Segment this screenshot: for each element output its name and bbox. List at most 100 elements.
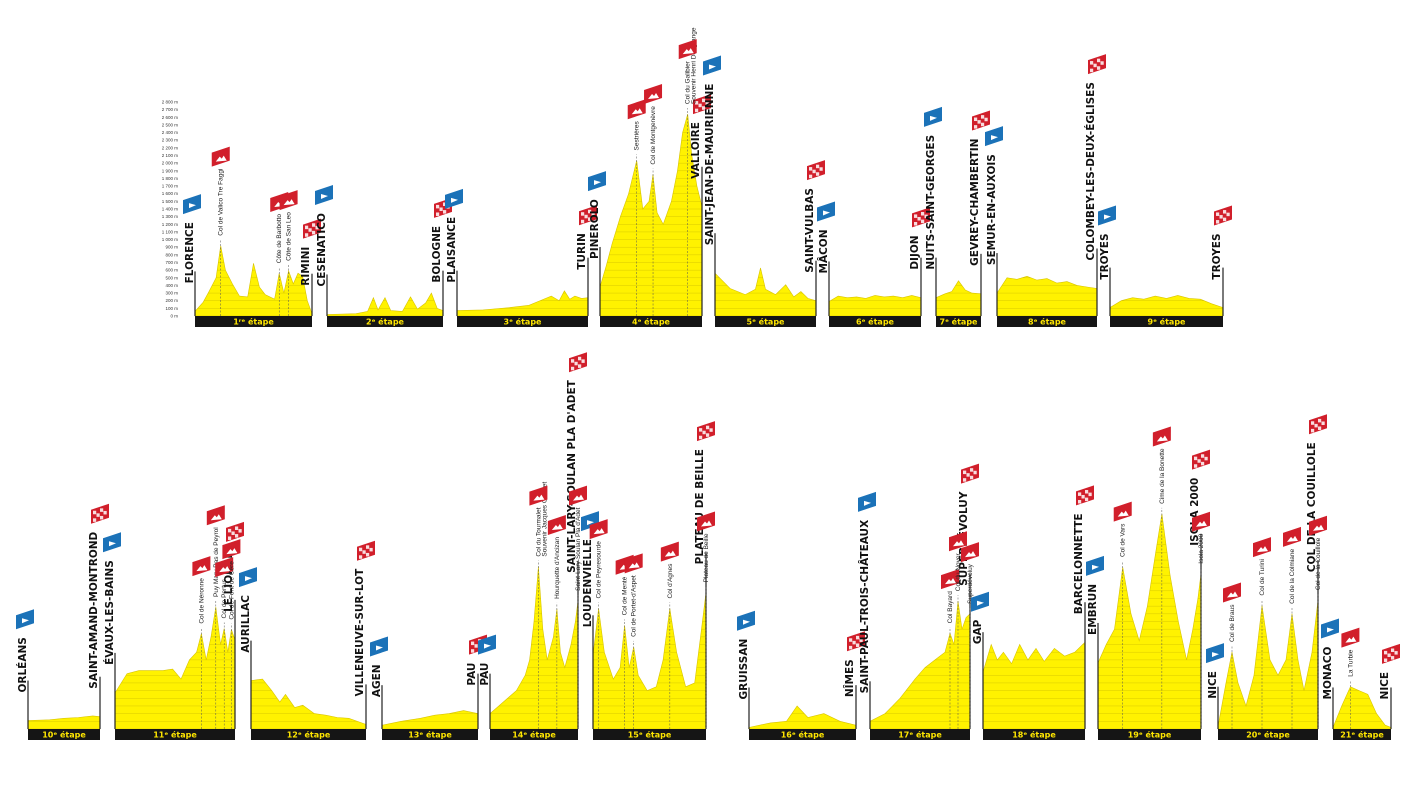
start-flag-icon <box>703 55 721 76</box>
stage-band <box>870 729 970 740</box>
stage-band <box>829 316 921 327</box>
climb-flag-icon <box>1192 511 1210 532</box>
stage-profile: 4ᵉ étape PINEROLO VALLOIRE Sestrières Col de… <box>588 27 711 327</box>
climb-flag-icon <box>660 541 679 562</box>
stage-label: 15ᵉ étape <box>628 730 672 740</box>
climb-flag-icon <box>678 39 697 60</box>
finish-city: SAINT-VULBAS <box>804 188 816 273</box>
start-city: TROYES <box>1099 233 1111 279</box>
climb-name: Hourquette d'Ancizan <box>554 537 561 599</box>
stage-profile: 14ᵉ étape PAU SAINT-LARY-SOULAN PLA D'ADET… <box>478 352 587 740</box>
stage-profile: 10ᵉ étape ORLÉANS SAINT-AMAND-MONTROND <box>16 503 109 740</box>
climb-name: Col de Pertus <box>221 578 228 618</box>
climb-name: Col d'Agnes <box>667 563 674 599</box>
finish-city: COL DE LA COUILLOLE <box>1306 442 1318 572</box>
profile-area <box>1217 600 1319 730</box>
climb-flag-icon <box>569 485 587 506</box>
finish-flag-icon <box>961 463 979 484</box>
start-flag-icon <box>1098 205 1116 226</box>
profile-area <box>869 601 971 730</box>
finish-flag-icon <box>226 521 244 542</box>
climb-flag-icon <box>1152 426 1171 447</box>
stage-profile: 8ᵉ étape SEMUR-EN-AUXOIS COLOMBEY-LES-DEUX… <box>985 54 1106 327</box>
altitude-tick-label: 2 300 m <box>162 138 179 143</box>
profile-area <box>194 245 313 317</box>
finish-city: BARCELONNETTE <box>1073 513 1085 614</box>
finish-flag-icon <box>972 110 990 131</box>
altitude-tick-label: 2 700 m <box>162 107 179 112</box>
profile-area <box>982 641 1086 730</box>
altitude-tick-label: 500 m <box>165 275 178 280</box>
start-flag-icon <box>370 636 388 657</box>
start-flag-icon <box>183 194 201 215</box>
altitude-tick-label: 1 600 m <box>162 191 179 196</box>
climb-name: Côte de San Leo <box>286 212 293 261</box>
stage-profile: 17ᵉ étapeSAINT-PAUL-TROIS-CHÂTEAUXSUPERD… <box>858 463 979 740</box>
altitude-axis: 2 800 m 2 700 m 2 600 m 2 500 m 2 400 m 2 300… <box>162 100 179 319</box>
altitude-tick-label: 1 200 m <box>162 222 179 227</box>
finish-flag-icon <box>693 94 711 115</box>
start-flag-icon <box>737 610 755 631</box>
stage-label: 21ᵉ étape <box>1340 730 1384 740</box>
climb-name: Col Bayard <box>947 591 954 624</box>
stage-label: 20ᵉ étape <box>1246 730 1290 740</box>
climb-name: Col de Portet-d'Aspet <box>631 575 638 637</box>
altitude-tick-label: 300 m <box>165 291 178 296</box>
stage-profile: 12ᵉ étape AURILLAC VILLENEUVE-SUR-LOT <box>239 540 375 740</box>
start-flag-icon <box>478 634 496 655</box>
climb-name: La Turbie <box>1347 649 1354 676</box>
climb-name: Sestrières <box>634 120 641 150</box>
profile-area <box>714 267 817 317</box>
finish-city: PLATEAU DE BEILLE <box>694 449 706 564</box>
stage-profile: 1ʳᵉ étape FLORENCE RIMINI Col de Valico Tre… <box>183 146 321 327</box>
stage-label: 12ᵉ étape <box>287 730 331 740</box>
climb-flag-icon <box>529 485 548 506</box>
climb-name: Col de Turini <box>1259 559 1266 596</box>
stage-label: 9ᵉ étape <box>1148 317 1187 327</box>
start-flag-icon <box>239 567 257 588</box>
stage-band <box>490 729 578 740</box>
climb-name: Col de Vars <box>1120 523 1127 557</box>
stage-label: 8ᵉ étape <box>1028 317 1067 327</box>
stage-band <box>28 729 100 740</box>
stage-band <box>1110 316 1223 327</box>
climb-name: Col du Tourmalet <box>535 507 542 556</box>
stage-band <box>983 729 1085 740</box>
stage-band <box>382 729 478 740</box>
stage-profile: 6ᵉ étape MÂCON DIJON <box>817 201 930 327</box>
start-city: SAINT-PAUL-TROIS-CHÂTEAUX <box>858 520 871 694</box>
climb-flag-icon <box>206 505 225 526</box>
finish-flag-icon <box>807 160 825 181</box>
stage-profile: 21ᵉ étape MONACO NICE La Turbie <box>1321 618 1400 740</box>
start-flag-icon <box>985 126 1003 147</box>
climb-name: Superdévoluy <box>967 563 974 603</box>
profile-area <box>326 292 444 317</box>
start-city: SEMUR-EN-AUXOIS <box>986 154 998 265</box>
start-city: GAP <box>972 619 984 644</box>
climb-flag-icon <box>627 99 646 120</box>
climb-flag-icon <box>949 531 967 552</box>
altitude-tick-label: 1 700 m <box>162 184 179 189</box>
altitude-tick-label: 400 m <box>165 283 178 288</box>
start-city: NICE <box>1207 671 1219 699</box>
finish-flag-icon <box>697 421 715 442</box>
altitude-tick-label: 2 000 m <box>162 161 179 166</box>
stage-label: 13ᵉ étape <box>408 730 452 740</box>
climb-name: Col de la Colmiane <box>1289 549 1296 604</box>
stage-profile: 16ᵉ étape GRUISSAN NÎMES <box>737 610 865 740</box>
climb-flag-icon <box>961 542 979 563</box>
climb-name: Plateau de Beille <box>703 533 710 582</box>
finish-city: NICE <box>1379 672 1391 700</box>
altitude-tick-label: 2 500 m <box>162 122 179 127</box>
altitude-tick-label: 2 100 m <box>162 153 179 158</box>
stage-band <box>715 316 816 327</box>
stage-profile: 3ᵉ étape PLAISANCE TURIN <box>445 188 597 327</box>
finish-flag-icon <box>569 352 587 373</box>
stage-profile: 13ᵉ étape AGEN PAU <box>370 634 487 740</box>
start-city: PLAISANCE <box>446 217 458 283</box>
climb-flag-icon <box>192 556 211 577</box>
stage-label: 5ᵉ étape <box>747 317 786 327</box>
climb-flag-icon <box>547 514 566 535</box>
stage-label: 10ᵉ étape <box>42 730 86 740</box>
